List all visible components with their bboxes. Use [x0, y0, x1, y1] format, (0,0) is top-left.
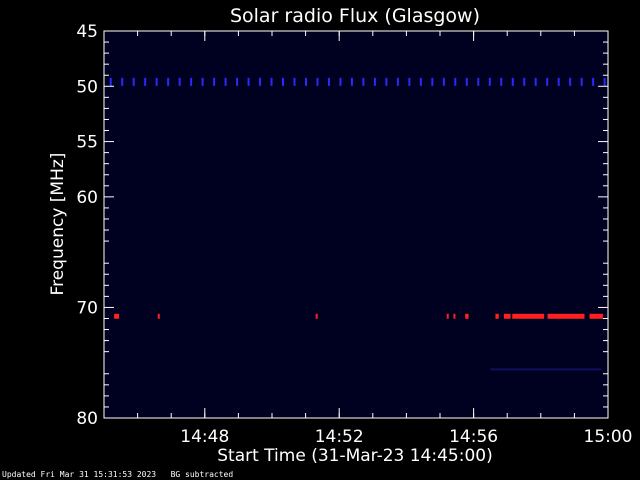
band-0-dash-9 — [213, 77, 216, 86]
band-0-dash-41 — [580, 77, 583, 86]
y-tick-label-4: 70 — [76, 298, 98, 318]
band-0-dash-36 — [523, 77, 526, 86]
band-1-segment-2 — [315, 313, 318, 319]
band-0-dash-1 — [121, 77, 124, 86]
band-1-segment-8 — [512, 313, 545, 319]
band-0-dash-4 — [155, 77, 158, 86]
band-0-dash-24 — [385, 77, 388, 86]
band-1-segment-3 — [446, 313, 449, 319]
band-0-dash-40 — [569, 77, 572, 86]
band-0-dash-6 — [178, 77, 181, 86]
band-0-dash-32 — [477, 77, 480, 86]
band-0-dash-17 — [304, 77, 307, 86]
band-0-dash-34 — [500, 77, 503, 86]
y-tick-label-0: 45 — [76, 22, 98, 42]
band-0-dash-29 — [442, 77, 445, 86]
band-0-dash-2 — [132, 77, 135, 86]
band-0-dash-35 — [511, 77, 514, 86]
y-tick-label-3: 60 — [76, 188, 98, 208]
band-1-segment-7 — [503, 313, 511, 319]
band-0-dash-15 — [282, 77, 285, 86]
band-0-dash-7 — [190, 77, 193, 86]
plot-area — [104, 31, 608, 418]
x-tick-label-2: 14:56 — [449, 427, 498, 447]
band-0-dash-27 — [419, 77, 422, 86]
chart-title: Solar radio Flux (Glasgow) — [230, 5, 480, 27]
axis-ticks: 14:48 14:52 14:56 15:00 45 50 55 60 70 80 — [76, 22, 632, 447]
y-tick-label-1: 50 — [76, 77, 98, 97]
x-tick-label-1: 14:52 — [315, 427, 364, 447]
footer-status: Updated Fri Mar 31 15:31:53 2023 BG subt… — [2, 470, 233, 479]
band-0-dash-26 — [408, 77, 411, 86]
y-tick-label-2: 55 — [76, 133, 98, 153]
band-0-dash-28 — [431, 77, 434, 86]
band-0-dash-43 — [603, 77, 606, 86]
band-0-dash-13 — [259, 77, 262, 86]
band-2 — [490, 368, 602, 371]
band-0-dash-39 — [557, 77, 560, 86]
band-0-dash-16 — [293, 77, 296, 86]
x-axis-label: Start Time (31-Mar-23 14:45:00) — [217, 446, 492, 466]
band-0-dash-42 — [592, 77, 595, 86]
band-0-dash-25 — [396, 77, 399, 86]
band-0-dash-22 — [362, 77, 365, 86]
band-0-dash-5 — [167, 77, 170, 86]
bg-subtracted-note: BG subtracted — [170, 470, 234, 479]
band-1-segment-10 — [589, 313, 603, 319]
band-0-dash-8 — [201, 77, 204, 86]
band-0-dash-11 — [236, 77, 239, 86]
band-1-segment-5 — [465, 313, 469, 319]
y-tick-label-5: 80 — [76, 409, 98, 429]
x-tick-label-0: 14:48 — [180, 427, 229, 447]
band-1-segment-9 — [547, 313, 585, 319]
band-0-dash-12 — [247, 77, 250, 86]
band-0-dash-23 — [373, 77, 376, 86]
band-0-dash-21 — [350, 77, 353, 86]
band-0-dash-33 — [488, 77, 491, 86]
band-0-dash-19 — [327, 77, 330, 86]
band-0-dash-18 — [316, 77, 319, 86]
band-0-dash-14 — [270, 77, 273, 86]
band-0-dash-0 — [109, 77, 112, 86]
band-0-dash-10 — [224, 77, 227, 86]
y-axis-label: Frequency [MHz] — [48, 153, 68, 296]
band-0-dash-3 — [144, 77, 147, 86]
band-0-dash-38 — [546, 77, 549, 86]
band-1-segment-6 — [495, 313, 499, 319]
band-0-dash-30 — [454, 77, 457, 86]
band-0-dash-31 — [465, 77, 468, 86]
band-1-segment-0 — [114, 313, 120, 319]
band-0-dash-37 — [534, 77, 537, 86]
x-tick-label-3: 15:00 — [584, 427, 633, 447]
band-1-segment-4 — [453, 313, 456, 319]
emission-bands — [109, 77, 606, 371]
plot-frame — [103, 30, 609, 419]
updated-timestamp: Updated Fri Mar 31 15:31:53 2023 — [2, 470, 157, 479]
band-1-segment-1 — [157, 313, 160, 319]
band-0-dash-20 — [339, 77, 342, 86]
